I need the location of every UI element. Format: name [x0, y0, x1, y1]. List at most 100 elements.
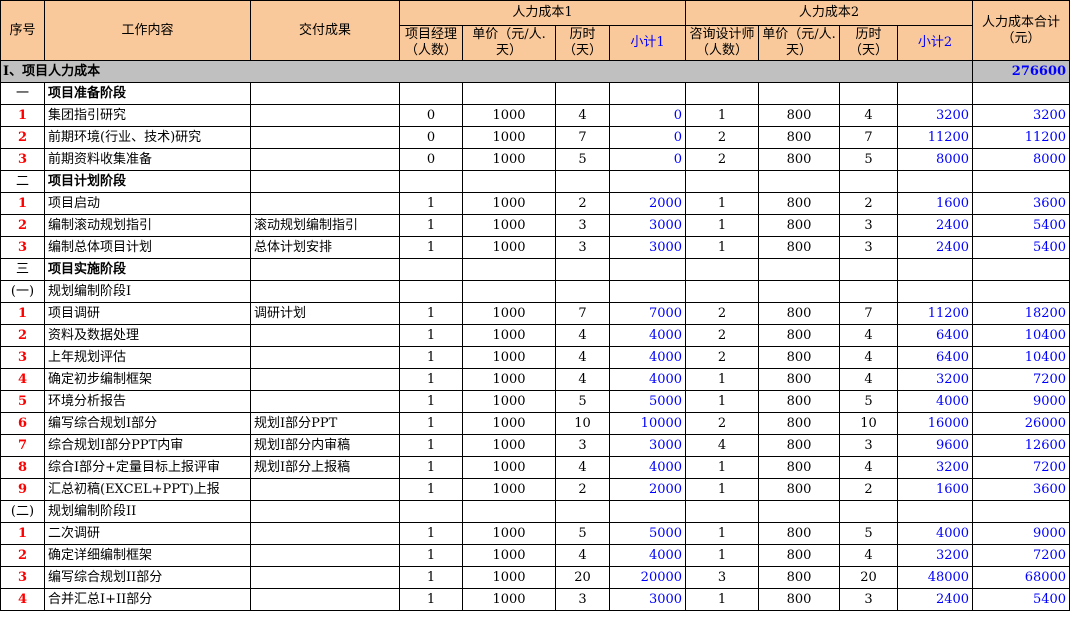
- cell-consultant-count: 2: [685, 412, 760, 435]
- cell-subtotal2: 8000: [897, 148, 974, 171]
- cell-pm-count: 1: [399, 544, 463, 567]
- cell-consultant-days: 7: [839, 126, 899, 149]
- cell-consultant-price: 800: [758, 148, 841, 171]
- cell-work: 环境分析报告: [44, 390, 251, 413]
- header-group2: 人力成本2: [685, 0, 974, 26]
- table-row: 9 汇总初稿(EXCEL+PPT)上报 1 1000 2 2000 1 800 2 1600 360…: [0, 478, 1071, 501]
- cell-subtotal1: 4000: [608, 346, 687, 369]
- cell-consultant-price: [758, 82, 841, 105]
- cell-row-total: [972, 82, 1071, 105]
- cell-subtotal2: [897, 280, 974, 303]
- cell-row-total: 3600: [972, 478, 1071, 501]
- cell-deliver: [250, 346, 400, 369]
- cell-pm-price: [462, 280, 556, 303]
- table-row: 3 前期资料收集准备 0 1000 5 0 2 800 5 8000 8000: [0, 148, 1071, 171]
- cell-deliver: [250, 170, 400, 193]
- cell-consultant-count: 2: [685, 324, 760, 347]
- cell-work: 项目计划阶段: [44, 170, 251, 193]
- table-row: 4 确定初步编制框架 1 1000 4 4000 1 800 4 3200 7200: [0, 368, 1071, 391]
- cell-pm-price: 1000: [462, 434, 556, 457]
- cell-pm-price: 1000: [462, 522, 556, 545]
- cell-deliver: [250, 390, 400, 413]
- cell-consultant-count: 2: [685, 302, 760, 325]
- cell-subtotal2: [897, 258, 974, 281]
- cell-pm-count: 1: [399, 324, 463, 347]
- cell-subtotal1: 2000: [608, 192, 687, 215]
- cell-pm-days: [555, 170, 610, 193]
- cell-deliver: 规划I部分上报稿: [250, 456, 400, 479]
- cell-consultant-price: 800: [758, 522, 841, 545]
- cell-consultant-days: [839, 258, 899, 281]
- cell-seq: 二: [0, 170, 45, 193]
- cell-consultant-count: [685, 258, 760, 281]
- cell-seq: 三: [0, 258, 45, 281]
- cell-pm-count: 1: [399, 368, 463, 391]
- cell-subtotal2: 2400: [897, 588, 974, 611]
- cell-work: 规划编制阶段II: [44, 500, 251, 523]
- cell-consultant-days: 4: [839, 104, 899, 127]
- cell-seq: 2: [0, 324, 45, 347]
- cell-consultant-count: 1: [685, 456, 760, 479]
- cell-deliver: 总体计划安排: [250, 236, 400, 259]
- cell-consultant-days: 4: [839, 324, 899, 347]
- cell-pm-count: [399, 500, 463, 523]
- table-row: 3 上年规划评估 1 1000 4 4000 2 800 4 6400 10400: [0, 346, 1071, 369]
- cell-pm-days: 4: [555, 368, 610, 391]
- cell-pm-days: [555, 258, 610, 281]
- cell-deliver: [250, 82, 400, 105]
- cell-work: 项目启动: [44, 192, 251, 215]
- cell-consultant-days: [839, 280, 899, 303]
- cell-seq: 4: [0, 588, 45, 611]
- cell-pm-count: 1: [399, 346, 463, 369]
- cell-seq: (一): [0, 280, 45, 303]
- cell-subtotal2: 16000: [897, 412, 974, 435]
- cell-pm-count: 0: [399, 104, 463, 127]
- cell-work: 确定初步编制框架: [44, 368, 251, 391]
- cell-pm-days: 3: [555, 588, 610, 611]
- cell-consultant-price: 800: [758, 456, 841, 479]
- cell-seq: (二): [0, 500, 45, 523]
- cell-consultant-price: [758, 170, 841, 193]
- cell-work: 资料及数据处理: [44, 324, 251, 347]
- cell-pm-price: 1000: [462, 104, 556, 127]
- cell-subtotal2: 1600: [897, 478, 974, 501]
- cell-consultant-days: 3: [839, 588, 899, 611]
- cell-pm-count: 1: [399, 456, 463, 479]
- cell-consultant-count: 2: [685, 346, 760, 369]
- cell-row-total: [972, 170, 1071, 193]
- cell-subtotal1: 5000: [608, 522, 687, 545]
- cell-row-total: 10400: [972, 324, 1071, 347]
- cell-consultant-price: 800: [758, 236, 841, 259]
- table-row: 6 编写综合规划I部分 规划I部分PPT 1 1000 10 10000 2 800 10 1600…: [0, 412, 1071, 435]
- cell-consultant-count: 2: [685, 148, 760, 171]
- cell-subtotal2: 48000: [897, 566, 974, 589]
- cell-subtotal2: 9600: [897, 434, 974, 457]
- cell-consultant-price: [758, 280, 841, 303]
- cell-pm-count: 1: [399, 412, 463, 435]
- cell-work: 集团指引研究: [44, 104, 251, 127]
- table-row: 8 综合I部分+定量目标上报评审 规划I部分上报稿 1 1000 4 4000 1 800 4 32…: [0, 456, 1071, 479]
- cell-subtotal2: 3200: [897, 544, 974, 567]
- cell-deliver: [250, 104, 400, 127]
- cell-pm-price: 1000: [462, 346, 556, 369]
- cell-pm-price: 1000: [462, 214, 556, 237]
- cell-consultant-price: 800: [758, 368, 841, 391]
- table-row: 1 集团指引研究 0 1000 4 0 1 800 4 3200 3200: [0, 104, 1071, 127]
- cell-deliver: [250, 588, 400, 611]
- cell-work: 汇总初稿(EXCEL+PPT)上报: [44, 478, 251, 501]
- cell-subtotal2: 11200: [897, 126, 974, 149]
- cell-subtotal1: 4000: [608, 544, 687, 567]
- cell-seq: 6: [0, 412, 45, 435]
- cell-pm-count: [399, 170, 463, 193]
- cell-pm-price: 1000: [462, 390, 556, 413]
- section-row: I、项目人力成本 276600: [0, 60, 1071, 83]
- cell-deliver: [250, 500, 400, 523]
- cell-subtotal2: 3200: [897, 368, 974, 391]
- cell-consultant-price: 800: [758, 192, 841, 215]
- cell-pm-days: 4: [555, 346, 610, 369]
- cell-work: 合并汇总I+II部分: [44, 588, 251, 611]
- cell-row-total: 11200: [972, 126, 1071, 149]
- cell-subtotal1: 3000: [608, 588, 687, 611]
- cell-consultant-price: 800: [758, 588, 841, 611]
